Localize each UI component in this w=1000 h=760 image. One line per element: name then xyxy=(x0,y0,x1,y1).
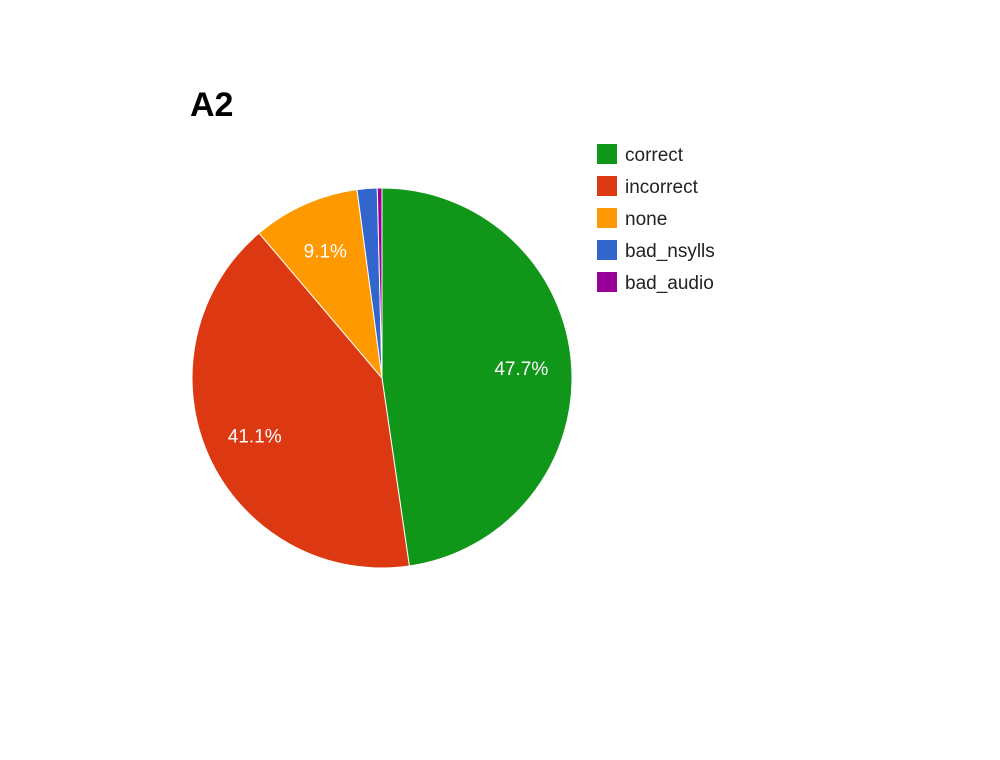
slice-label-correct: 47.7% xyxy=(494,359,548,380)
pie-slice-bad-audio xyxy=(376,187,383,379)
legend-swatch-none xyxy=(597,208,617,228)
legend-label-incorrect: incorrect xyxy=(625,177,699,198)
legend-label-bad-audio: bad_audio xyxy=(625,273,714,294)
legend-item-none: none xyxy=(597,208,667,230)
legend-swatch-bad-audio xyxy=(597,272,617,292)
legend-item-correct: correct xyxy=(597,144,684,166)
slice-label-incorrect: 41.1% xyxy=(228,427,282,448)
legend-item-bad-audio: bad_audio xyxy=(597,272,714,294)
legend: correct incorrect none bad_nsylls bad_audio xyxy=(597,144,715,294)
legend-label-none: none xyxy=(625,209,667,230)
slice-labels: 47.7% 41.1% 9.1% xyxy=(228,241,549,447)
pie-slice-incorrect xyxy=(191,232,410,569)
pie-slice-none xyxy=(258,189,383,380)
legend-swatch-correct xyxy=(597,144,617,164)
pie-slices xyxy=(191,187,573,569)
slice-label-none: 9.1% xyxy=(304,241,347,262)
legend-label-bad-nsylls: bad_nsylls xyxy=(625,241,715,262)
legend-swatch-incorrect xyxy=(597,176,617,196)
legend-item-incorrect: incorrect xyxy=(597,176,699,198)
pie-slice-correct xyxy=(381,187,573,567)
legend-swatch-bad-nsylls xyxy=(597,240,617,260)
legend-label-correct: correct xyxy=(625,145,684,166)
legend-item-bad-nsylls: bad_nsylls xyxy=(597,240,715,262)
chart-title: A2 xyxy=(190,86,233,124)
